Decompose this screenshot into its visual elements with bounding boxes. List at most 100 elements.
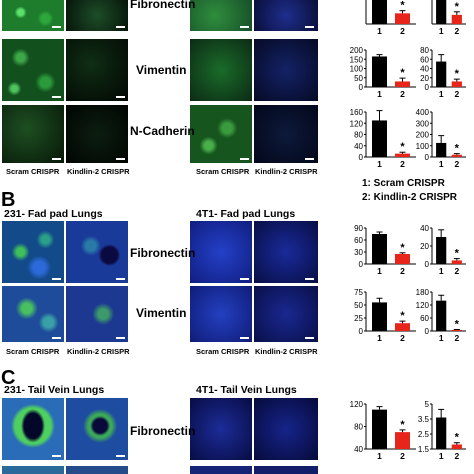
bar [451,444,462,449]
scale-bar [52,337,61,339]
scale-bar [305,278,314,280]
y-tick-label: 120 [350,119,364,128]
micrograph-b-231-scram-fibronectin [2,221,64,283]
bar [436,237,447,264]
micrograph-a-231-k2-ncadherin [66,105,128,163]
section-title: 4T1- Tail Vein Lungs [196,384,297,396]
y-tick-label: 160 [350,108,364,117]
significance-asterisk: * [400,67,405,79]
significance-asterisk: * [400,242,405,254]
y-tick-label: 3.5 [418,415,430,424]
col-label: Kindlin-2 CRISPR [255,167,318,176]
col-label: Scram CRISPR [6,347,60,356]
bar [372,409,387,449]
scale-bar [240,337,249,339]
y-tick-label: 100 [350,65,364,74]
x-tick-label: 1 [439,451,444,461]
bar [436,142,447,157]
micrograph-c-4t1-scram-fibronectin [190,398,252,460]
legend-line: 1: Scram CRISPR [362,178,445,189]
micrograph-a-4t1-k2-vimentin [254,39,318,101]
y-tick-label: 40 [354,142,363,151]
micrograph-a-231-scram-fibronectin [2,0,64,31]
y-tick-label: 5 [425,400,430,409]
micrograph-a-4t1-k2-fibronectin [254,0,318,31]
scale-bar [305,158,314,160]
micrograph-c-231-k2-fibronectin [66,398,128,460]
x-tick-label: 1 [377,451,382,461]
micrograph-a-231-scram-ncadherin [2,105,64,163]
x-tick-label: 2 [454,451,459,461]
significance-asterisk: * [455,432,460,444]
y-tick-label: 400 [416,108,430,117]
significance-asterisk: * [455,318,460,330]
micrograph-b-4t1-scram-fibronectin [190,221,252,283]
x-tick-label: 1 [439,333,444,343]
micrograph-c-next-row [190,466,252,474]
x-tick-label: 2 [400,333,405,343]
y-tick-label: 60 [420,314,429,323]
y-tick-label: 200 [416,131,430,140]
bar [451,81,462,87]
section-title: 231- Fad pad Lungs [4,208,103,220]
micrograph-b-231-k2-fibronectin [66,221,128,283]
x-tick-label: 2 [400,26,405,36]
x-tick-label: 1 [377,89,382,99]
scale-bar [240,26,249,28]
micrograph-a-4t1-k2-ncadherin [254,105,318,163]
y-tick-label: 120 [350,400,364,409]
bar [436,61,447,87]
marker-label-fibronectin: Fibronectin [130,424,196,438]
bar [395,13,410,24]
bar [372,56,387,87]
micrograph-c-4t1-k2-fibronectin [254,398,318,460]
y-tick-label: 25 [354,314,363,323]
scale-bar [52,158,61,160]
y-tick-label: 0 [425,260,430,269]
bar [395,153,410,157]
bar [451,154,462,157]
micrograph-a-4t1-scram-ncadherin [190,105,252,163]
micrograph-b-4t1-k2-vimentin [254,286,318,342]
scale-bar [116,158,125,160]
col-label: Scram CRISPR [196,167,250,176]
bar [372,120,387,157]
x-tick-label: 1 [439,159,444,169]
y-tick-label: 80 [420,46,429,55]
x-tick-label: 1 [377,26,382,36]
col-label: Scram CRISPR [6,167,60,176]
scale-bar [240,158,249,160]
y-tick-label: 1.5 [418,445,430,454]
bar [372,0,387,24]
x-tick-label: 1 [439,26,444,36]
bar [451,260,462,264]
y-tick-label: 40 [354,445,363,454]
y-tick-label: 75 [354,288,363,297]
significance-asterisk: * [455,1,460,13]
scale-bar [240,278,249,280]
micrograph-a-231-k2-fibronectin [66,0,128,31]
y-tick-label: 2.5 [418,430,430,439]
y-tick-label: 80 [354,131,363,140]
col-label: Scram CRISPR [196,347,250,356]
significance-asterisk: * [400,419,405,431]
y-tick-label: 0 [425,153,430,162]
y-tick-label: 50 [354,301,363,310]
scale-bar [305,337,314,339]
y-tick-label: 30 [354,248,363,257]
scale-bar [305,26,314,28]
x-tick-label: 2 [400,266,405,276]
bar [436,417,447,449]
scale-bar [116,455,125,457]
bar [395,323,410,331]
micrograph-a-4t1-scram-vimentin [190,39,252,101]
y-tick-label: 80 [354,423,363,432]
y-tick-label: 50 [354,74,363,83]
x-tick-label: 2 [400,451,405,461]
bar [436,300,447,331]
significance-asterisk: * [400,310,405,322]
x-tick-label: 1 [377,266,382,276]
significance-asterisk: * [455,68,460,80]
bar [436,0,447,24]
y-tick-label: 0 [359,83,364,92]
